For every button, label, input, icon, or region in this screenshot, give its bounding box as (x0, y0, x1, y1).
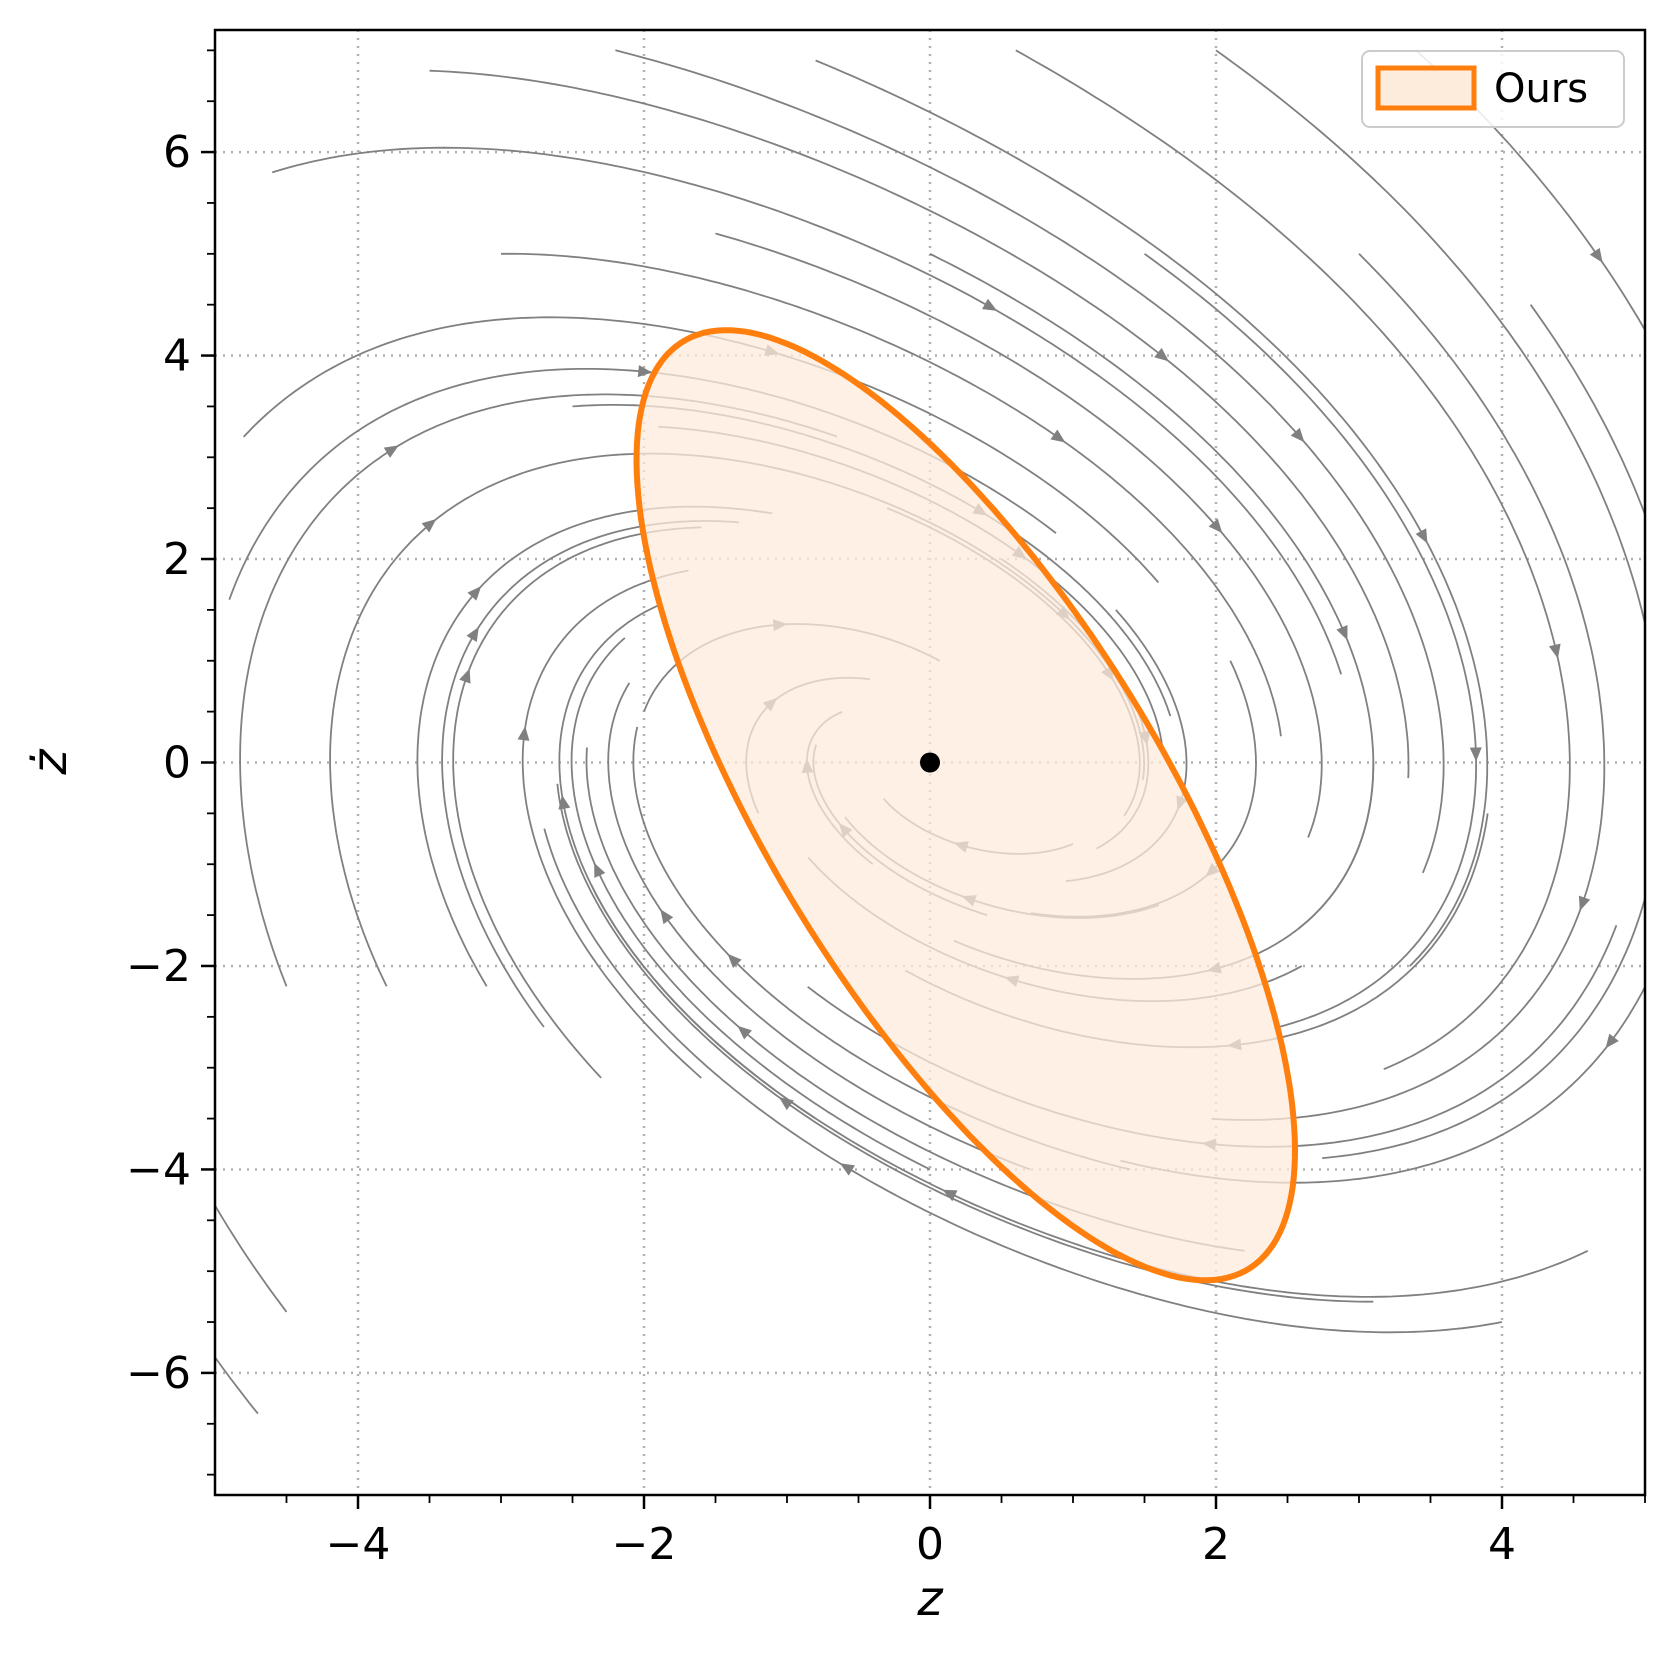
streamline-arrow (466, 626, 479, 642)
y-tick-label: 0 (163, 738, 191, 789)
legend-label-ours: Ours (1494, 66, 1588, 112)
streamline-arrow (1548, 643, 1561, 659)
legend: Ours (1361, 50, 1625, 128)
streamline-arrow (737, 1025, 752, 1040)
region-outline (633, 327, 1299, 1284)
streamline-arrow (1290, 427, 1305, 443)
streamline-arrow (727, 953, 742, 968)
streamline-arrow (942, 1189, 958, 1202)
y-tick-label: −2 (126, 941, 191, 992)
x-tick-label: 0 (916, 1519, 944, 1570)
legend-swatch-ours (1375, 65, 1477, 111)
streamline-arrow (637, 365, 653, 378)
streamline (215, 1355, 259, 1415)
streamline-arrow (188, 1322, 206, 1340)
streamline-arrow (1655, 786, 1660, 801)
streamline-arrow (1578, 895, 1591, 911)
streamline-arrow (194, 1176, 211, 1194)
y-tick-label: 2 (163, 534, 191, 585)
streamline-arrow (1589, 247, 1603, 263)
streamline-arrow (1050, 429, 1066, 443)
y-axis-title: ż (22, 748, 78, 776)
streamline-arrow (517, 726, 530, 741)
x-tick-label: −4 (326, 1519, 391, 1570)
x-axis-title: z (916, 1571, 944, 1627)
y-tick-label: 6 (163, 127, 191, 178)
streamline-arrow (1154, 347, 1169, 362)
y-tick-label: −4 (126, 1144, 191, 1195)
streamline-arrow (982, 298, 998, 311)
streamline-arrow (660, 909, 674, 925)
streamline-arrow (383, 445, 399, 458)
streamline-arrow (459, 668, 471, 684)
streamline-arrow (1336, 625, 1348, 641)
streamline-arrow (467, 586, 482, 601)
axis-ticks: −4 −2 0 2 4 −6 −4 −2 0 2 4 6 (126, 49, 1646, 1570)
streamline-arrow (839, 1163, 855, 1176)
streamline-arrow (594, 862, 606, 878)
streamline (1215, 49, 1645, 1159)
x-tick-label: 2 (1202, 1519, 1230, 1570)
y-tick-label: 4 (163, 331, 191, 382)
streamline-arrow (1415, 528, 1428, 544)
streamline-arrow (1605, 1033, 1619, 1049)
region-fill (636, 330, 1295, 1281)
streamline-arrow (421, 519, 437, 533)
x-tick-label: −2 (612, 1519, 677, 1570)
streamline-arrow (1208, 518, 1223, 534)
ours-region (633, 327, 1299, 1284)
y-tick-label: −6 (126, 1348, 191, 1399)
equilibrium-point (920, 752, 940, 773)
streamline (215, 1203, 288, 1313)
streamline-arrow (1469, 747, 1482, 762)
x-tick-label: 4 (1488, 1519, 1516, 1570)
